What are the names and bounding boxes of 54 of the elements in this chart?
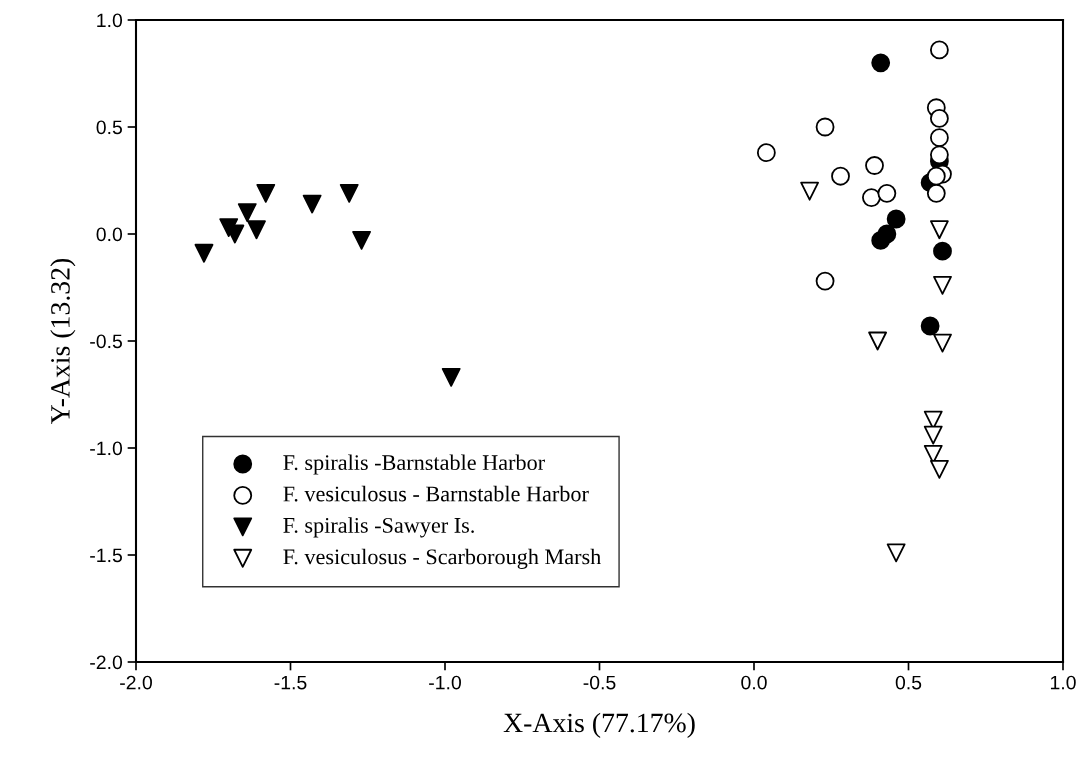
x-tick-label: 0.0 bbox=[741, 675, 767, 690]
x-tick-label: 1.0 bbox=[1050, 675, 1076, 690]
point bbox=[247, 220, 266, 240]
point bbox=[256, 183, 276, 203]
y-tick-label: 0.5 bbox=[96, 120, 122, 135]
y-tick-label: -0.5 bbox=[90, 334, 122, 349]
y-tick-label: -2.0 bbox=[90, 655, 123, 670]
point bbox=[352, 231, 371, 250]
point bbox=[929, 220, 949, 240]
y-tick-label: 0.0 bbox=[96, 227, 123, 242]
y-axis-title: Y-Axis (13.32) bbox=[50, 258, 76, 425]
legend-label: F. spiralis -Sawyer Is. bbox=[283, 517, 474, 538]
point bbox=[929, 128, 949, 148]
point bbox=[862, 188, 881, 208]
x-tick-label: -0.5 bbox=[583, 675, 616, 690]
point bbox=[926, 166, 946, 186]
point bbox=[923, 425, 943, 445]
point bbox=[815, 271, 835, 291]
point bbox=[441, 367, 461, 387]
point bbox=[886, 209, 906, 229]
x-axis-title: X-Axis (77.17%) bbox=[503, 712, 695, 738]
point bbox=[929, 109, 949, 128]
point bbox=[886, 543, 906, 563]
point bbox=[920, 316, 940, 336]
legend-label: F. vesiculosus - Barnstable Harbor bbox=[283, 485, 589, 502]
x-tick-label: -2.0 bbox=[120, 675, 152, 690]
point bbox=[194, 243, 214, 263]
x-tick-label: 0.5 bbox=[895, 675, 922, 690]
point bbox=[933, 241, 952, 261]
x-tick-label: -1.5 bbox=[274, 675, 307, 690]
legend-label: F. spiralis -Barnstable Harbor bbox=[283, 454, 545, 475]
point bbox=[756, 143, 776, 163]
point bbox=[877, 183, 897, 203]
point bbox=[871, 53, 891, 73]
point bbox=[865, 156, 884, 175]
point bbox=[831, 166, 850, 186]
point bbox=[800, 181, 820, 201]
point bbox=[815, 117, 835, 137]
point bbox=[933, 333, 952, 353]
point bbox=[929, 459, 949, 479]
point bbox=[868, 331, 888, 351]
point bbox=[237, 203, 257, 223]
point bbox=[929, 145, 949, 165]
point bbox=[933, 275, 952, 295]
point bbox=[926, 183, 946, 203]
x-tick-label: -1.0 bbox=[429, 675, 461, 690]
point bbox=[302, 194, 322, 214]
point bbox=[871, 231, 891, 250]
y-tick-label: -1.5 bbox=[90, 548, 122, 563]
point bbox=[339, 183, 359, 203]
legend-label: F. vesiculosus - Scarborough Marsh bbox=[283, 548, 601, 569]
y-tick-label: -1.0 bbox=[90, 441, 123, 456]
point bbox=[929, 40, 949, 60]
y-tick-label: 1.0 bbox=[97, 13, 123, 28]
